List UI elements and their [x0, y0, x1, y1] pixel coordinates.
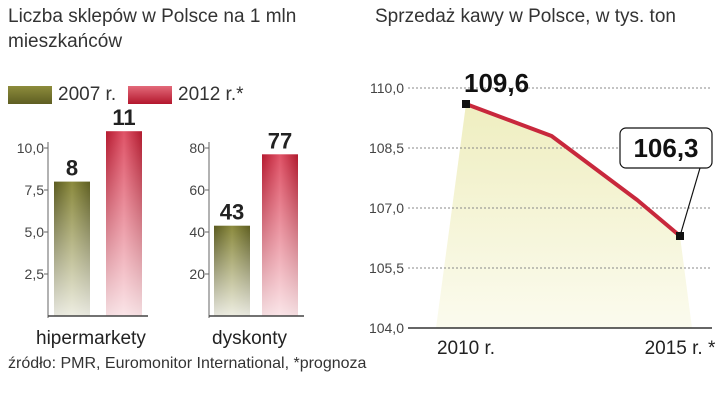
x-tick-label-end: 2015 r. *	[645, 338, 716, 359]
left-chart-title: Liczba sklepów w Polsce na 1 mln mieszka…	[8, 6, 297, 52]
point-label-start: 109,6	[464, 68, 529, 98]
legend-swatch-2007	[8, 86, 52, 104]
right-chart-title: Sprzedaż kawy w Polsce, w tys. ton	[375, 6, 676, 27]
y-tick-label-coffee: 107,0	[369, 200, 404, 216]
y-tick-label-hipermarkety: 10,0	[17, 140, 44, 156]
bar-fade-dyskonty-2007	[214, 225, 250, 316]
callout-box	[619, 127, 713, 169]
series-line	[465, 102, 682, 238]
bar-value-label-hipermarkety-2007: 8	[66, 156, 78, 181]
legend-swatch-2012	[128, 86, 172, 104]
bar-value-label-dyskonty-2007: 43	[220, 200, 244, 225]
y-tick-label-dyskonty: 20	[189, 266, 205, 282]
bar-fade-hipermarkety-2007	[54, 181, 90, 316]
x-tick-label-start: 2010 r.	[437, 338, 495, 359]
point-label-end: 106,3	[633, 133, 698, 163]
category-label-dyskonty: dyskonty	[212, 328, 287, 349]
y-tick-label-hipermarkety: 5,0	[25, 224, 45, 240]
y-tick-label-dyskonty: 40	[189, 224, 205, 240]
legend-label-2007: 2007 r.	[58, 84, 117, 105]
y-tick-label-coffee: 110,0	[370, 80, 404, 96]
bar-fade-dyskonty-2012	[262, 154, 298, 316]
y-tick-label-coffee: 105,5	[369, 260, 404, 276]
y-tick-label-dyskonty: 60	[189, 182, 205, 198]
bar-value-label-hipermarkety-2012: 11	[112, 105, 135, 130]
point-marker-start	[462, 100, 470, 108]
category-label-hipermarkety: hipermarkety	[36, 328, 146, 349]
area-fill	[436, 104, 692, 328]
source-note: źródło: PMR, Euromonitor International, …	[8, 355, 367, 372]
y-tick-label-hipermarkety: 7,5	[25, 182, 45, 198]
y-tick-label-coffee: 108,5	[369, 140, 404, 156]
callout-leader	[679, 167, 701, 237]
y-tick-label-dyskonty: 80	[189, 140, 205, 156]
legend-label-2012: 2012 r.*	[178, 84, 244, 105]
bar-value-label-dyskonty-2012: 77	[268, 128, 292, 153]
y-tick-label-coffee: 104,0	[369, 320, 404, 336]
y-tick-label-hipermarkety: 2,5	[25, 266, 45, 282]
bar-fade-hipermarkety-2012	[106, 131, 142, 316]
